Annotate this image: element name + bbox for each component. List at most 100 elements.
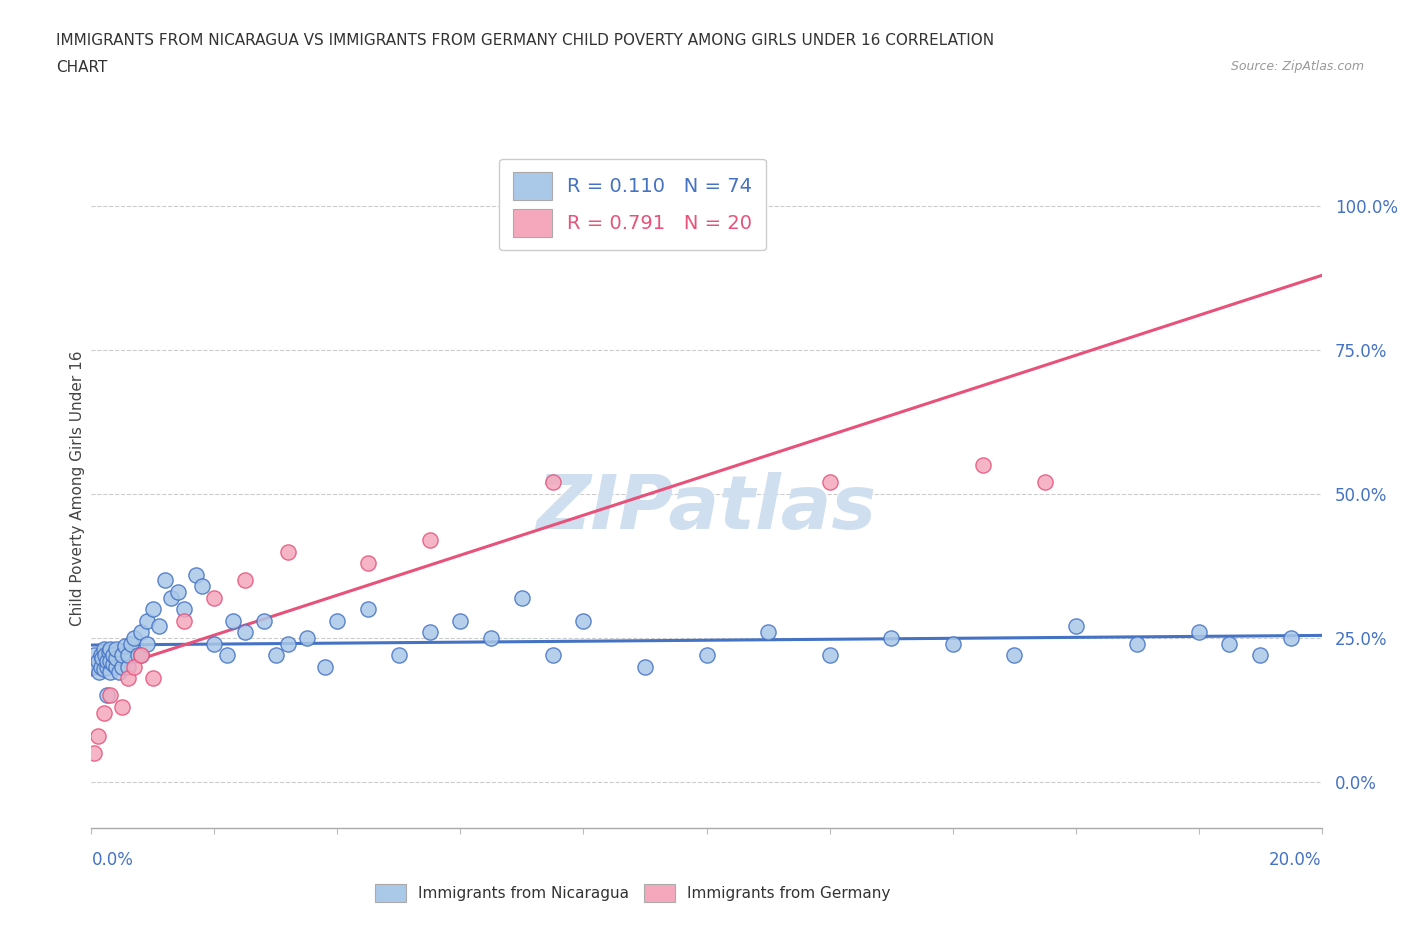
Point (756, 625, 779, 640)
Point (98, 665, 121, 680)
Point (142, 602, 165, 617)
Point (1033, 475, 1056, 490)
Point (277, 544, 299, 559)
Point (90, 659, 112, 674)
Point (215, 647, 238, 662)
Point (96, 688, 118, 703)
Point (541, 647, 564, 662)
Point (114, 639, 136, 654)
Point (541, 475, 564, 490)
Point (665, 199, 688, 214)
Point (1002, 647, 1025, 662)
Point (124, 659, 146, 674)
Point (972, 458, 994, 472)
Point (1064, 618, 1087, 633)
Point (111, 699, 134, 714)
Point (148, 618, 170, 633)
Point (111, 647, 134, 662)
Point (818, 647, 841, 662)
Point (295, 631, 318, 645)
Point (173, 602, 195, 617)
Point (1126, 636, 1149, 651)
Point (101, 647, 124, 662)
Point (93, 705, 115, 720)
Point (108, 665, 131, 680)
Point (120, 636, 142, 651)
Point (98, 688, 121, 703)
Point (153, 573, 177, 588)
Point (233, 573, 256, 588)
Point (96, 659, 118, 674)
Point (87, 665, 110, 680)
Point (83, 647, 105, 662)
Text: 0.0%: 0.0% (91, 851, 134, 870)
Point (83, 746, 105, 761)
Point (86, 728, 108, 743)
Point (135, 613, 157, 628)
Point (1187, 625, 1209, 640)
Point (479, 631, 502, 645)
Point (173, 613, 195, 628)
Point (105, 659, 127, 674)
Point (135, 636, 157, 651)
Point (419, 625, 441, 640)
Point (326, 613, 349, 628)
Point (101, 657, 124, 671)
Point (572, 613, 595, 628)
Point (96, 654, 118, 669)
Point (1279, 631, 1302, 645)
Text: CHART: CHART (56, 60, 108, 75)
Text: 20.0%: 20.0% (1270, 851, 1322, 870)
Point (142, 671, 165, 685)
Point (388, 647, 411, 662)
Point (91, 651, 114, 666)
Legend: Immigrants from Nicaragua, Immigrants from Germany: Immigrants from Nicaragua, Immigrants fr… (368, 878, 897, 909)
Point (191, 578, 214, 593)
Point (124, 631, 146, 645)
Point (117, 659, 139, 674)
Point (314, 659, 336, 674)
Point (129, 647, 152, 662)
Point (97, 644, 120, 659)
Point (117, 671, 139, 685)
Text: IMMIGRANTS FROM NICARAGUA VS IMMIGRANTS FROM GERMANY CHILD POVERTY AMONG GIRLS U: IMMIGRANTS FROM NICARAGUA VS IMMIGRANTS … (56, 33, 994, 47)
Point (1249, 647, 1271, 662)
Point (98, 654, 121, 669)
Point (277, 636, 299, 651)
Point (98, 642, 121, 657)
Point (94, 647, 117, 662)
Point (510, 591, 533, 605)
Point (357, 555, 380, 570)
Point (222, 613, 245, 628)
Point (184, 567, 207, 582)
Point (160, 591, 183, 605)
Point (111, 659, 134, 674)
Point (129, 625, 152, 640)
Point (129, 647, 152, 662)
Point (634, 659, 657, 674)
Point (166, 584, 188, 599)
Y-axis label: Child Poverty Among Girls Under 16: Child Poverty Among Girls Under 16 (70, 351, 84, 626)
Point (233, 625, 256, 640)
Point (202, 636, 225, 651)
Point (1218, 636, 1240, 651)
Point (105, 642, 127, 657)
Text: ZIPatlas: ZIPatlas (537, 472, 876, 545)
Point (252, 613, 274, 628)
Point (818, 475, 841, 490)
Point (117, 647, 139, 662)
Point (93, 662, 115, 677)
Point (695, 647, 717, 662)
Point (264, 647, 287, 662)
Point (449, 613, 471, 628)
Point (357, 602, 380, 617)
Point (90, 647, 112, 662)
Text: Source: ZipAtlas.com: Source: ZipAtlas.com (1230, 60, 1364, 73)
Point (93, 642, 115, 657)
Point (105, 651, 127, 666)
Point (86, 654, 108, 669)
Point (941, 636, 963, 651)
Point (202, 591, 225, 605)
Point (419, 533, 441, 548)
Point (880, 631, 903, 645)
